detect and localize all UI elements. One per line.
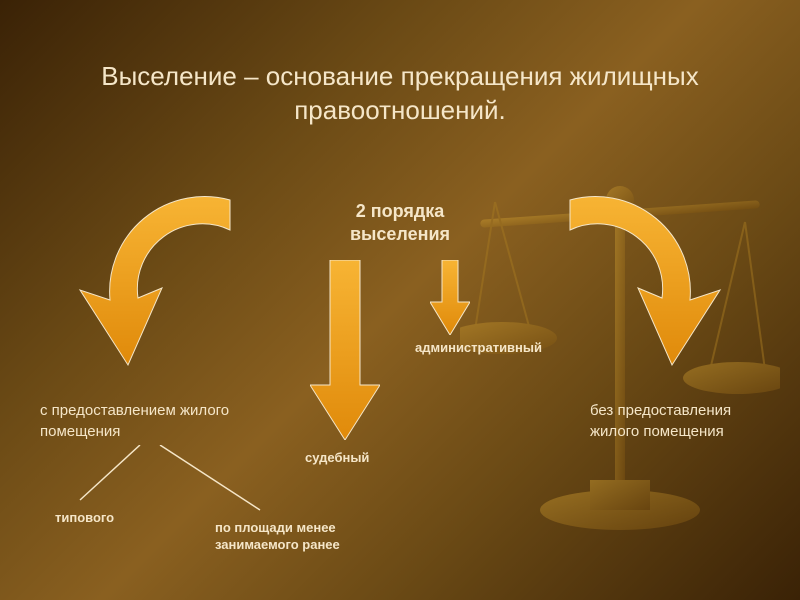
label-area-less: по площади менее занимаемого ранее [215,520,415,554]
split-lines [50,445,310,515]
down-arrow-judicial [310,260,380,440]
label-typical: типового [55,510,114,525]
down-arrow-admin [430,260,470,335]
label-with-provision: с предоставлением жилого помещения [40,400,260,442]
curved-arrow-right [550,190,730,400]
label-admin: административный [415,340,542,355]
curved-arrow-left [70,190,250,400]
diagram-subtitle: 2 порядка выселения [320,200,480,247]
label-without-provision: без предоставления жилого помещения [590,400,780,442]
label-judicial: судебный [305,450,369,465]
diagram-title: Выселение – основание прекращения жилищн… [80,60,720,128]
